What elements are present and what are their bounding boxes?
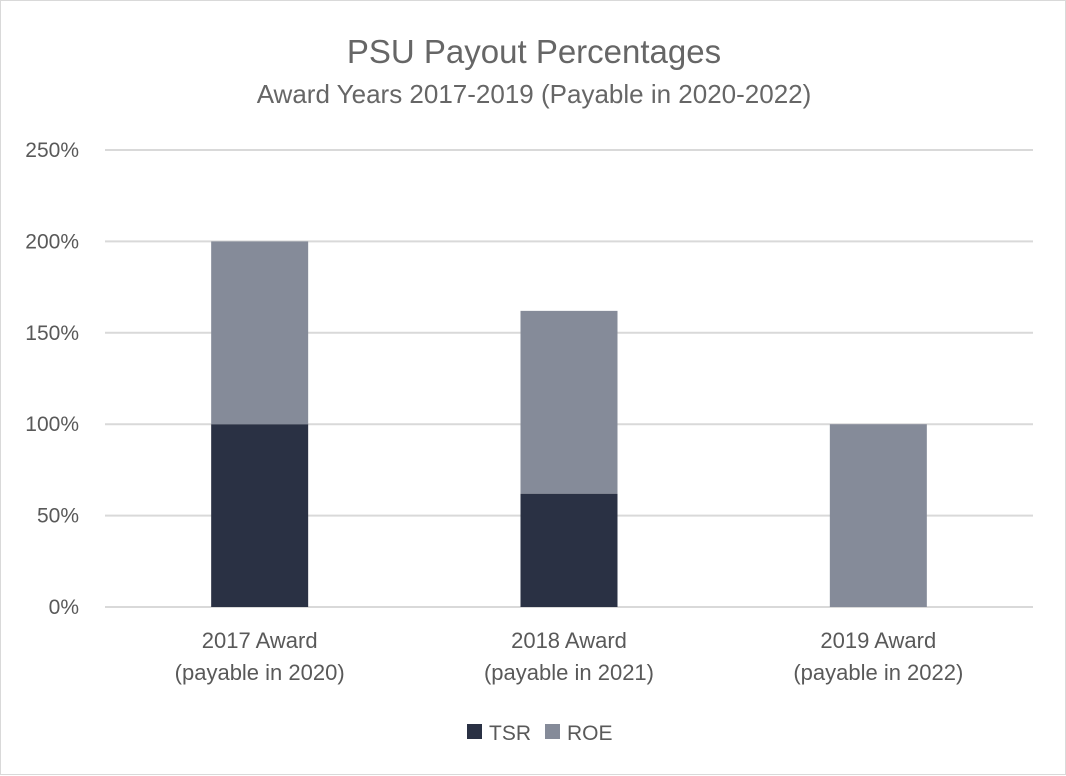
y-tick-label: 250% — [25, 139, 79, 162]
legend-label-tsr: TSR — [489, 722, 531, 745]
x-category-label: (payable in 2021) — [484, 660, 654, 685]
bar-roe-2 — [520, 310, 618, 494]
chart-title: PSU Payout Percentages — [347, 33, 721, 70]
x-category-label: 2018 Award — [511, 628, 627, 653]
bar-tsr-2 — [520, 493, 618, 607]
y-tick-label: 200% — [25, 230, 79, 253]
y-axis-ticks: 0% 50% 100% 150% 200% 250% — [25, 139, 79, 619]
legend: TSR ROE — [467, 722, 613, 745]
x-axis-categories: 2017 Award (payable in 2020) 2018 Award (pa… — [175, 628, 964, 685]
legend-swatch-tsr — [467, 724, 482, 739]
y-tick-label: 50% — [37, 505, 79, 528]
y-tick-label: 150% — [25, 322, 79, 345]
x-category-label: 2019 Award — [820, 628, 936, 653]
x-category-label: (payable in 2020) — [175, 660, 345, 685]
legend-label-roe: ROE — [567, 722, 613, 745]
legend-swatch-roe — [545, 724, 560, 739]
y-tick-label: 0% — [49, 596, 79, 619]
bar-tsr-1 — [211, 424, 309, 607]
y-tick-label: 100% — [25, 413, 79, 436]
x-category-label: (payable in 2022) — [793, 660, 963, 685]
x-category-label: 2017 Award — [202, 628, 318, 653]
bar-roe-3 — [829, 424, 927, 607]
chart-subtitle: Award Years 2017-2019 (Payable in 2020-2… — [257, 79, 812, 109]
bar-roe-1 — [211, 241, 309, 425]
bars — [211, 241, 927, 607]
